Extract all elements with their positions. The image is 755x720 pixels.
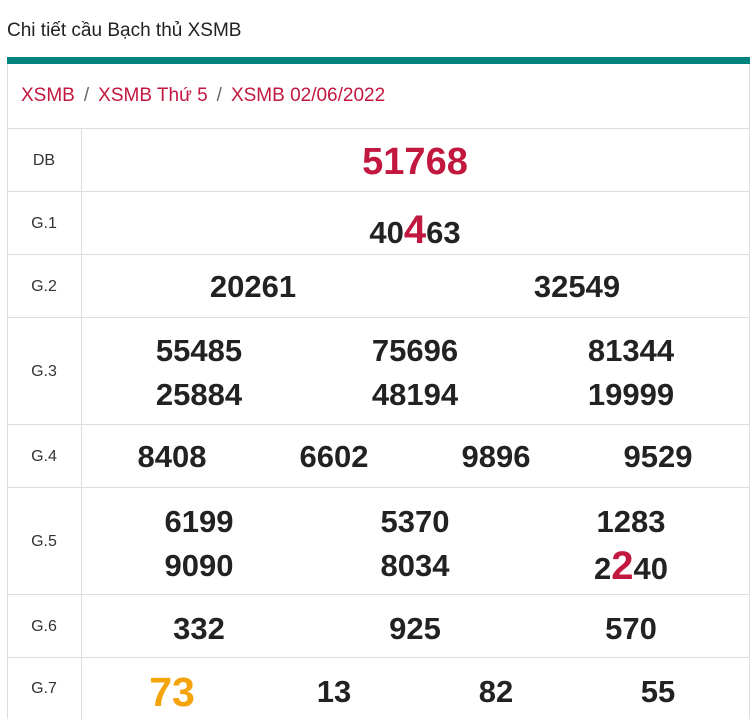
prize-g6-number: 570 xyxy=(605,611,657,646)
prize-label: G.3 xyxy=(7,318,82,425)
prize-g4-number: 8408 xyxy=(137,439,207,474)
breadcrumb-separator: / xyxy=(216,85,222,106)
prize-label: G.2 xyxy=(7,255,82,318)
row-g3: G.3 55485 75696 81344 25884 48194 19999 xyxy=(7,317,750,425)
prize-g4-number: 9529 xyxy=(623,439,693,474)
prize-g5-number: 9090 xyxy=(164,548,234,583)
g5-digits-post: 40 xyxy=(633,551,668,586)
breadcrumb-xsmb-thu-5[interactable]: XSMB Thứ 5 xyxy=(98,85,208,106)
prize-label: G.5 xyxy=(7,488,82,595)
prize-g7-number: 55 xyxy=(640,674,676,709)
prize-db-number: 51768 xyxy=(362,141,468,183)
prize-g7-number-highlighted: 73 xyxy=(149,669,195,715)
prize-g6-number: 332 xyxy=(173,611,225,646)
row-g2: G.2 20261 32549 xyxy=(7,254,750,318)
prize-g3-number: 75696 xyxy=(371,333,459,368)
prize-g5-number: 1283 xyxy=(596,504,666,539)
prize-g2-number: 20261 xyxy=(209,269,297,304)
prize-g5-number: 8034 xyxy=(380,548,450,583)
prize-g4-number: 6602 xyxy=(299,439,369,474)
prize-g5-number-highlighted: 2240 xyxy=(594,546,668,586)
prize-g5-number: 5370 xyxy=(380,504,450,539)
prize-label: G.1 xyxy=(7,192,82,255)
prize-label: G.6 xyxy=(7,595,82,658)
prize-g6-number: 925 xyxy=(389,611,441,646)
prize-g2-number: 32549 xyxy=(533,269,621,304)
row-g5: G.5 6199 5370 1283 9090 8034 2240 xyxy=(7,487,750,595)
prize-g5-number: 6199 xyxy=(164,504,234,539)
g5-digits-pre: 2 xyxy=(594,551,612,586)
prize-label: G.7 xyxy=(7,658,82,720)
breadcrumb-xsmb[interactable]: XSMB xyxy=(21,85,75,106)
prize-g3-number: 25884 xyxy=(155,377,243,412)
prize-label: G.4 xyxy=(7,425,82,488)
prize-g3-number: 19999 xyxy=(587,377,675,412)
row-g1: G.1 40463 xyxy=(7,191,750,255)
breadcrumb-xsmb-date[interactable]: XSMB 02/06/2022 xyxy=(230,85,386,106)
title-underline xyxy=(7,57,750,64)
prize-g3-number: 48194 xyxy=(371,377,459,412)
prize-g7-number: 82 xyxy=(478,674,514,709)
prize-g3-number: 55485 xyxy=(155,333,243,368)
g5-highlight-digit: 2 xyxy=(611,544,634,588)
page-title: Chi tiết cầu Bạch thủ XSMB xyxy=(7,20,242,41)
breadcrumb: XSMB / XSMB Thứ 5 / XSMB 02/06/2022 xyxy=(21,85,385,107)
breadcrumb-separator: / xyxy=(83,85,90,106)
row-g6: G.6 332 925 570 xyxy=(7,594,750,658)
prize-g4-number: 9896 xyxy=(461,439,531,474)
g1-digits-post: 63 xyxy=(426,215,461,250)
prize-g7-number: 13 xyxy=(316,674,352,709)
prize-label: DB xyxy=(7,129,82,192)
prize-g1-number: 40463 xyxy=(369,210,460,250)
g1-digits-pre: 40 xyxy=(369,215,404,250)
results-panel xyxy=(7,64,750,719)
prize-g3-number: 81344 xyxy=(587,333,675,368)
row-g4: G.4 8408 6602 9896 9529 xyxy=(7,424,750,488)
row-g7: G.7 73 13 82 55 xyxy=(7,657,750,720)
row-db: DB 51768 xyxy=(7,128,750,192)
g1-highlight-digit: 4 xyxy=(403,208,427,252)
